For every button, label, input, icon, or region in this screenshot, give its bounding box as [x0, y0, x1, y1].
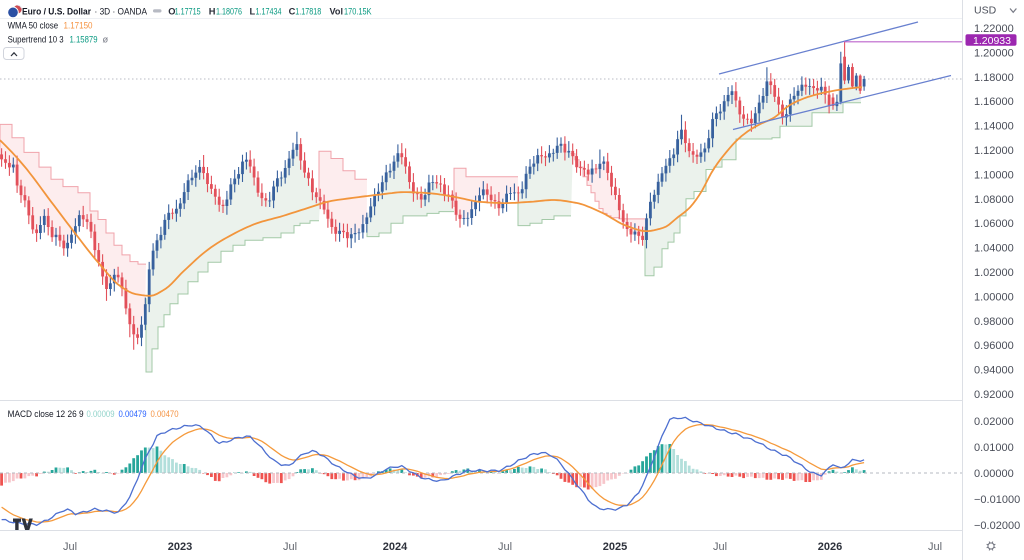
svg-text:0.00470: 0.00470	[151, 409, 179, 419]
svg-text:1.18000: 1.18000	[974, 72, 1014, 84]
svg-text:0.00479: 0.00479	[119, 409, 147, 419]
svg-text:2024: 2024	[383, 541, 408, 553]
svg-text:1.15879: 1.15879	[70, 35, 98, 45]
svg-text:· 3D · OANDA: · 3D · OANDA	[95, 7, 148, 17]
svg-text:0.01000: 0.01000	[974, 442, 1014, 454]
svg-text:0.96000: 0.96000	[974, 340, 1014, 352]
svg-text:1.17818: 1.17818	[295, 7, 321, 17]
svg-text:Jul: Jul	[928, 541, 942, 553]
svg-text:2023: 2023	[168, 541, 192, 553]
svg-text:−0.02000: −0.02000	[974, 520, 1020, 532]
svg-text:−0.01000: −0.01000	[974, 494, 1020, 506]
svg-text:1.20000: 1.20000	[974, 47, 1014, 59]
svg-text:1.16000: 1.16000	[974, 96, 1014, 108]
svg-text:Jul: Jul	[498, 541, 512, 553]
svg-text:Supertrend 10 3: Supertrend 10 3	[8, 35, 64, 45]
svg-text:0.92000: 0.92000	[974, 389, 1014, 401]
svg-text:2025: 2025	[603, 541, 627, 553]
svg-text:USD: USD	[974, 5, 997, 17]
svg-text:1.18076: 1.18076	[216, 7, 242, 17]
svg-text:1.17715: 1.17715	[175, 7, 201, 17]
svg-text:ø: ø	[103, 35, 109, 45]
svg-text:1.08000: 1.08000	[974, 194, 1014, 206]
svg-text:2026: 2026	[818, 541, 842, 553]
svg-text:MACD close 12 26 9: MACD close 12 26 9	[8, 409, 84, 419]
svg-text:0.00009: 0.00009	[87, 409, 115, 419]
svg-text:1.22000: 1.22000	[974, 23, 1014, 35]
svg-text:L: L	[250, 7, 256, 17]
svg-text:1.00000: 1.00000	[974, 291, 1014, 303]
svg-text:1.14000: 1.14000	[974, 121, 1014, 133]
svg-text:1.06000: 1.06000	[974, 218, 1014, 230]
svg-text:0.94000: 0.94000	[974, 365, 1014, 377]
svg-text:O: O	[168, 7, 175, 17]
svg-text:WMA 50 close: WMA 50 close	[8, 21, 59, 31]
svg-text:1.17150: 1.17150	[64, 21, 93, 31]
svg-text:1.20933: 1.20933	[973, 35, 1011, 47]
svg-text:1.04000: 1.04000	[974, 243, 1014, 255]
svg-text:170.15K: 170.15K	[344, 7, 372, 17]
svg-text:0.02000: 0.02000	[974, 416, 1014, 428]
svg-text:Euro / U.S. Dollar: Euro / U.S. Dollar	[22, 7, 91, 17]
svg-text:C: C	[289, 7, 296, 17]
svg-text:Jul: Jul	[713, 541, 727, 553]
svg-text:1.02000: 1.02000	[974, 267, 1014, 279]
svg-text:Vol: Vol	[330, 7, 344, 17]
svg-text:0.98000: 0.98000	[974, 316, 1014, 328]
svg-text:Jul: Jul	[63, 541, 77, 553]
svg-text:1.10000: 1.10000	[974, 169, 1014, 181]
svg-text:1.17434: 1.17434	[256, 7, 282, 17]
svg-text:1.12000: 1.12000	[974, 145, 1014, 157]
svg-text:0.00000: 0.00000	[974, 468, 1014, 480]
svg-text:Jul: Jul	[283, 541, 297, 553]
svg-text:H: H	[209, 7, 216, 17]
